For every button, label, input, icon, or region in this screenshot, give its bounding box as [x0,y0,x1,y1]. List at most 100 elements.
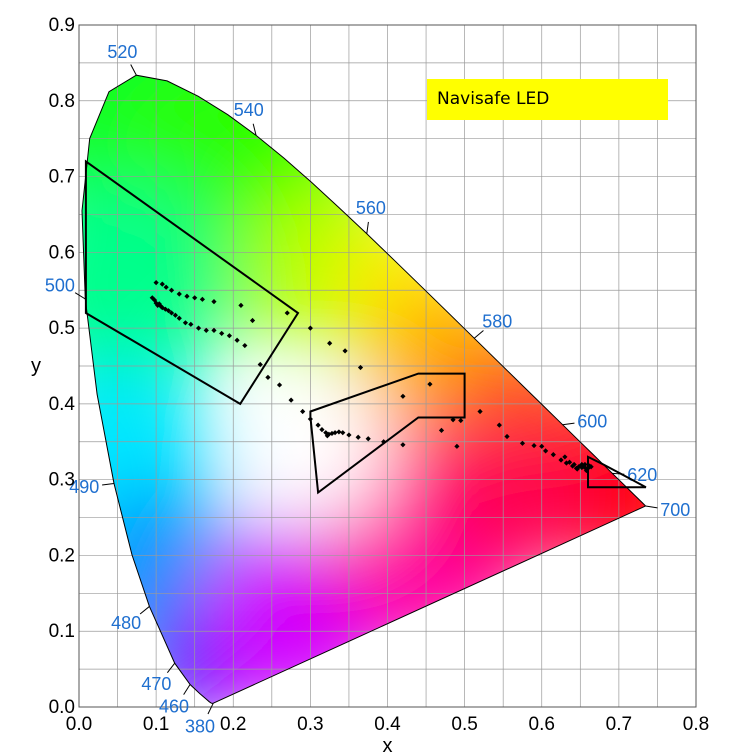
y-axis-label: y [31,355,41,377]
data-point [327,340,333,346]
data-point [326,431,332,437]
data-point [192,295,198,301]
data-point [176,315,182,321]
data-point [458,417,464,424]
data-point [519,440,526,446]
data-point [234,337,240,343]
x-tick-label: 0.6 [529,714,555,735]
wavelength-label: 500 [45,275,75,295]
x-tick-label: 0.7 [606,714,632,735]
data-point [163,284,169,290]
wavelength-tick [102,482,115,486]
data-point [504,433,510,440]
data-point [329,430,335,437]
tick-labels: 0.0 0.1 0.2 0.3 0.4 0.5 0.6 0.7 0.8 0.0 0.1 0.2 0.3 0… [49,15,710,735]
y-tick-label: 0.1 [49,621,75,642]
data-point [159,281,165,287]
legend-box: Navisafe LED [427,79,668,120]
wavelength-label: 700 [660,500,690,520]
data-point [531,442,537,449]
wavelength-label: 470 [141,674,171,694]
data-point [324,433,330,439]
data-point [172,312,179,318]
y-tick-label: 0.7 [49,167,75,188]
x-tick-label: 0.5 [451,714,477,735]
data-point [346,432,352,438]
x-tick-label: 0.3 [297,714,323,735]
data-point [582,461,588,468]
x-axis-label: x [383,735,393,755]
wavelength-label: 490 [69,477,99,497]
wavelength-label: 540 [234,100,264,120]
wavelength-tick [207,702,214,715]
measurement-points [149,280,594,474]
data-point [184,293,190,299]
data-point [199,296,205,302]
data-point [284,310,290,316]
y-tick-label: 0.3 [49,470,75,491]
data-point [450,417,456,423]
wavelength-label: 520 [107,42,137,62]
data-point [550,452,556,458]
data-point [315,422,321,428]
wavelength-tick [473,330,484,339]
wavelength-label: 380 [185,717,215,737]
data-point [477,408,483,415]
data-point [583,467,590,474]
y-tick-label: 0.2 [49,545,75,566]
data-point [265,374,271,380]
data-point [381,439,387,445]
data-point [249,317,256,324]
data-point [155,302,161,308]
data-point [242,342,248,349]
data-point [188,321,194,327]
data-point [195,325,202,331]
data-point [539,443,545,449]
data-point [574,466,580,472]
data-point [219,330,225,337]
data-point [438,427,445,434]
data-point [257,361,263,368]
data-point [562,454,568,460]
data-point [288,397,294,403]
wavelength-label: 600 [577,411,607,431]
y-tick-label: 0.8 [49,91,75,112]
data-point [400,442,406,448]
data-point [355,434,361,440]
data-point [238,302,244,308]
data-point [570,463,576,469]
data-point [332,430,338,436]
data-point [182,320,189,326]
data-point [300,408,306,415]
wavelength-tick [366,221,369,234]
data-point [579,464,585,471]
data-point [571,461,577,468]
wavelength-label: 460 [159,696,189,716]
wavelength-tick [166,662,176,674]
gamut-color-blob [248,386,389,527]
axes [78,24,697,708]
data-point [168,287,175,293]
data-point [168,310,175,316]
data-point [165,308,172,314]
region-red [587,455,647,489]
data-point [211,327,217,333]
data-point [357,364,364,371]
plot-frame [78,24,697,708]
data-point [400,393,406,399]
data-point [342,348,348,354]
data-point [276,382,283,388]
wavelength-tick [139,606,150,615]
wavelength-tick [252,123,257,136]
data-point [454,443,460,449]
wavelength-tick [74,292,86,300]
data-point [588,464,594,470]
wavelength-label: 480 [111,613,141,633]
data-point [319,427,325,433]
data-point [226,333,232,339]
data-point [558,457,564,463]
data-point [149,295,155,301]
data-point [176,291,182,297]
